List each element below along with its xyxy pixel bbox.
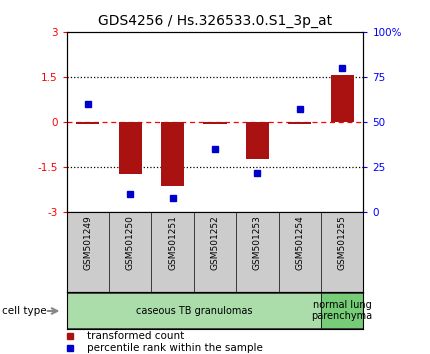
- Text: percentile rank within the sample: percentile rank within the sample: [87, 343, 263, 353]
- Text: GSM501250: GSM501250: [126, 215, 135, 270]
- Bar: [76, 122, 99, 124]
- Text: GSM501251: GSM501251: [168, 215, 177, 270]
- Text: normal lung
parenchyma: normal lung parenchyma: [312, 300, 373, 321]
- Bar: [331, 75, 354, 122]
- Text: GSM501249: GSM501249: [83, 215, 92, 269]
- Bar: [288, 122, 311, 124]
- Bar: [321, 293, 363, 329]
- Bar: [246, 122, 269, 159]
- Text: GSM501252: GSM501252: [211, 215, 219, 269]
- Text: transformed count: transformed count: [87, 331, 184, 341]
- Text: GSM501255: GSM501255: [338, 215, 347, 270]
- Text: GSM501254: GSM501254: [295, 215, 304, 269]
- Bar: [67, 293, 321, 329]
- Bar: [203, 122, 227, 124]
- Bar: [119, 122, 142, 174]
- Bar: [161, 122, 184, 186]
- Text: cell type: cell type: [2, 306, 47, 316]
- Text: GSM501253: GSM501253: [253, 215, 262, 270]
- Text: caseous TB granulomas: caseous TB granulomas: [135, 306, 252, 316]
- Title: GDS4256 / Hs.326533.0.S1_3p_at: GDS4256 / Hs.326533.0.S1_3p_at: [98, 14, 332, 28]
